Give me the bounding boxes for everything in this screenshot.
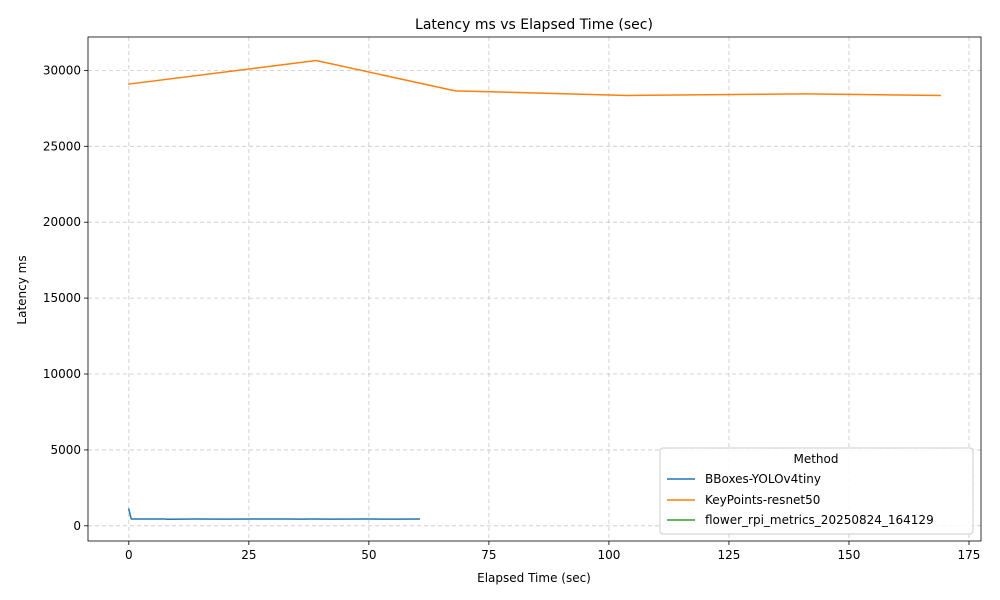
legend-box [659,447,974,535]
legend-label-flower: flower_rpi_metrics_20250824_164129 [705,513,934,527]
grid-lines [88,37,981,541]
legend-label-keypoints: KeyPoints-resnet50 [705,493,820,507]
y-tick-label: 30000 [43,63,81,77]
y-tick-label: 20000 [43,215,81,229]
y-tick-label: 5000 [50,443,81,457]
legend-title: Method [793,452,838,466]
x-tick-label: 0 [125,548,133,562]
plot-series [127,59,941,521]
axis-ticks: 0 25 50 75 100 125 150 175 0 5000 10000 15000 20000 2… [43,63,981,562]
legend-label-bboxes: BBoxes-YOLOv4tiny [705,472,821,486]
y-tick-label: 0 [73,519,81,533]
x-tick-label: 50 [361,548,376,562]
x-tick-label: 150 [838,548,861,562]
x-tick-label: 75 [481,548,496,562]
y-tick-label: 15000 [43,291,81,305]
legend: Method BBoxes-YOLOv4tiny KeyPoints-resne… [659,447,974,535]
x-tick-label: 175 [958,548,981,562]
x-tick-label: 125 [717,548,740,562]
plot-frame [87,36,982,542]
x-tick-label: 100 [597,548,620,562]
y-tick-label: 25000 [43,139,81,153]
y-tick-label: 10000 [43,367,81,381]
x-axis-label: Elapsed Time (sec) [477,571,591,585]
chart-title: Latency ms vs Elapsed Time (sec) [415,17,653,33]
series-line-2 [127,59,941,97]
series-line-1 [127,508,421,521]
y-axis-label: Latency ms [15,255,29,324]
x-tick-label: 25 [241,548,256,562]
